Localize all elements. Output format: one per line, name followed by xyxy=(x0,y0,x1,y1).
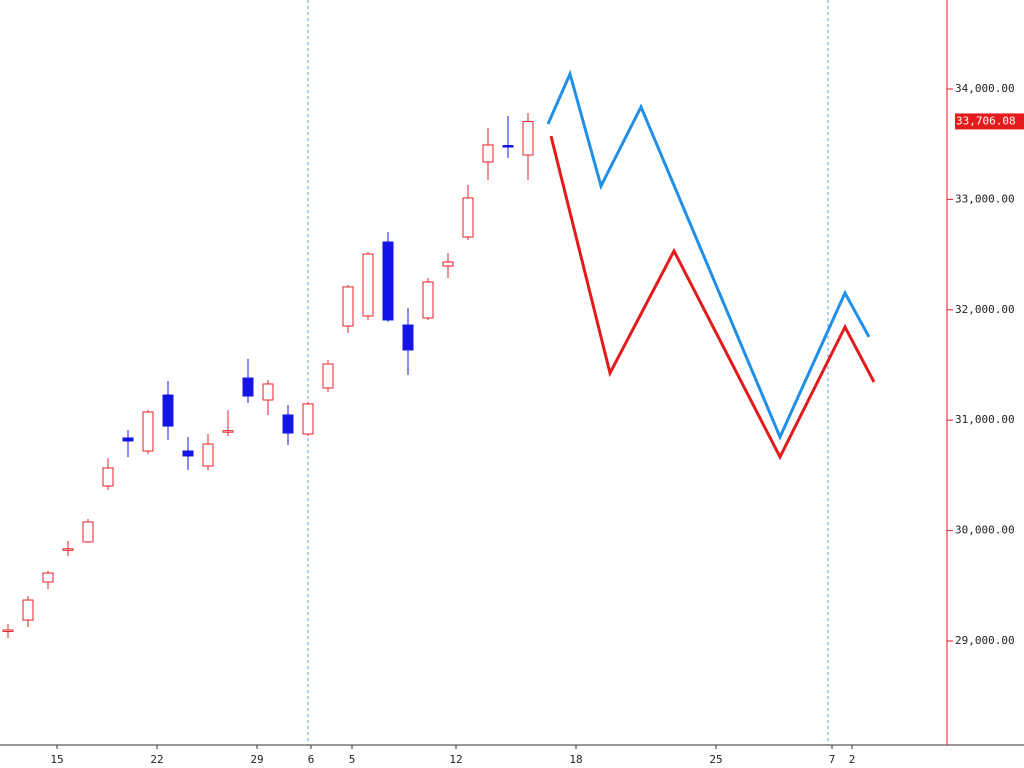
y-tick-label: 32,000.00 xyxy=(955,303,1015,316)
candle-body xyxy=(322,363,334,389)
candle-body xyxy=(242,377,254,397)
candle-body xyxy=(62,548,74,551)
x-tick-label: 29 xyxy=(250,753,263,766)
candle-body xyxy=(22,599,34,621)
y-tick-label: 31,000.00 xyxy=(955,413,1015,426)
candle-body xyxy=(122,437,134,442)
x-tick-label: 15 xyxy=(50,753,63,766)
candle-body xyxy=(302,403,314,435)
x-tick-label: 2 xyxy=(849,753,856,766)
x-tick-label: 7 xyxy=(829,753,836,766)
candle-body xyxy=(262,383,274,401)
x-tick-label: 25 xyxy=(709,753,722,766)
candle-body xyxy=(162,394,174,427)
x-tick-label: 12 xyxy=(449,753,462,766)
candle-body xyxy=(482,144,494,163)
candle-body xyxy=(502,145,514,148)
x-tick-label: 22 xyxy=(150,753,163,766)
x-tick-label: 5 xyxy=(349,753,356,766)
y-tick-label: 30,000.00 xyxy=(955,524,1015,537)
candle-body xyxy=(462,197,474,238)
candle-body xyxy=(402,324,414,351)
candle-body xyxy=(102,467,114,487)
last-price-box xyxy=(955,113,1024,130)
y-tick-label: 33,000.00 xyxy=(955,192,1015,205)
candle-body xyxy=(522,120,534,156)
candle-body xyxy=(222,430,234,433)
candle-body xyxy=(422,281,434,319)
candle-body xyxy=(382,241,394,321)
candle-body xyxy=(182,450,194,457)
y-tick-label: 29,000.00 xyxy=(955,634,1015,647)
last-price-label: 33,706.08 xyxy=(956,114,1016,127)
candle-body xyxy=(142,411,154,452)
x-tick-label: 6 xyxy=(308,753,315,766)
y-tick-label: 34,000.00 xyxy=(955,82,1015,95)
x-tick-label: 18 xyxy=(569,753,582,766)
candle-body xyxy=(202,443,214,467)
candle-body xyxy=(2,629,14,632)
line-series xyxy=(549,135,876,461)
line-series xyxy=(546,69,871,441)
candle-body xyxy=(342,286,354,327)
candle-body xyxy=(442,261,454,267)
candle-body xyxy=(82,521,94,543)
candle-body xyxy=(282,414,294,434)
candle-body xyxy=(362,253,374,317)
candle-body xyxy=(42,572,54,583)
